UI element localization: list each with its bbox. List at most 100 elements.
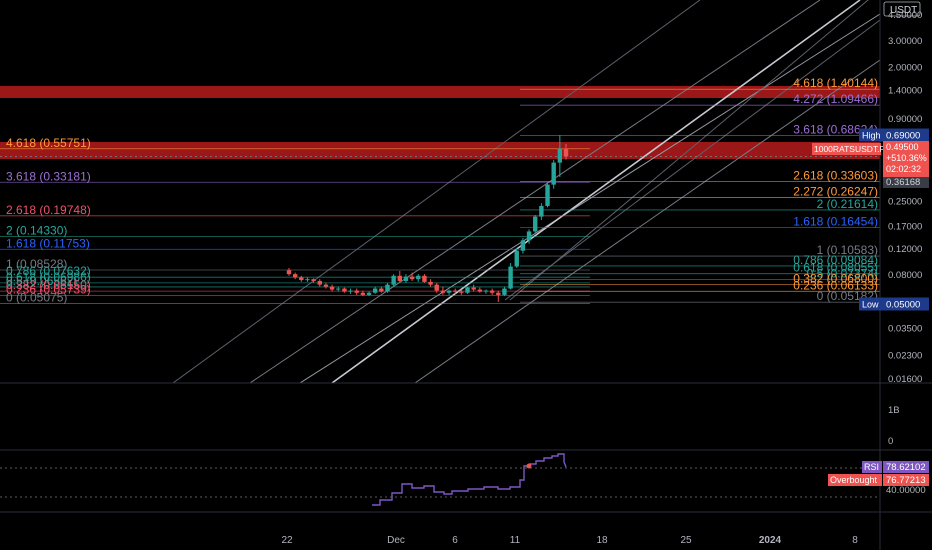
time-label: 6	[452, 535, 458, 546]
fib-right-label: 1 (0.10583)	[817, 243, 878, 257]
fib-left-label: 2 (0.14330)	[6, 224, 67, 238]
candle-body	[348, 290, 353, 292]
time-label: 22	[281, 535, 293, 546]
price-tick: 1.40000	[888, 85, 922, 96]
symbol-change: +510.36%	[886, 153, 927, 163]
volume-tick: 0	[888, 436, 893, 447]
low-tag-value-bg	[883, 297, 929, 311]
fib-left-label: 0.786 (0.07632)	[6, 264, 91, 278]
fib-right-label: 3.618 (0.68624)	[793, 122, 878, 136]
rsi-value-bg	[883, 461, 929, 473]
fib-left-label: 1.618 (0.11753)	[6, 236, 90, 250]
price-tick: 3.00000	[888, 36, 922, 47]
candle-body	[514, 250, 519, 267]
candle-body	[397, 275, 402, 281]
low-tag-value: 0.05000	[886, 300, 920, 311]
parallel-channel-lines	[172, 0, 881, 384]
fib-right-label: 2.272 (0.26247)	[793, 184, 878, 198]
fib-right-label: 0.618 (0.08055)	[793, 261, 878, 275]
candle-body	[323, 284, 329, 287]
fib-left-label: 0.236 (0.05739)	[6, 283, 91, 297]
candle-body	[360, 292, 366, 295]
price-tick: 0.90000	[888, 114, 922, 125]
overbought-label: Overbought	[830, 475, 878, 485]
rsi-label-bg	[862, 461, 882, 473]
fib-right-label: 1.618 (0.16454)	[793, 215, 878, 229]
time-axis: 22 Dec 6 11 18 25 2024 8	[281, 535, 858, 546]
candle-body	[317, 280, 322, 285]
candle-body	[465, 287, 470, 293]
candle-body	[372, 288, 378, 293]
candle-body	[526, 231, 532, 241]
candle-body	[416, 275, 421, 280]
fib-left-label: 0 (0.05075)	[6, 291, 67, 305]
candle-body	[342, 288, 347, 292]
fib-right-label: 2 (0.21614)	[817, 197, 878, 211]
candle-body	[299, 277, 304, 281]
candle-body	[483, 290, 489, 292]
time-label: Dec	[387, 535, 405, 546]
fib-left-label: 2.618 (0.19748)	[6, 203, 91, 217]
candle-body	[471, 287, 476, 290]
fib-band-1	[0, 86, 880, 98]
rsi-dot	[526, 463, 532, 469]
prev-tag-value: 0.36168	[886, 177, 920, 188]
rsi-tick: 40.00000	[886, 485, 926, 496]
price-tick: 4.50000	[888, 10, 922, 21]
fib-band-0	[0, 142, 880, 159]
fib-right-label: 0.236 (0.06133)	[793, 278, 878, 292]
rsi-line	[372, 453, 567, 506]
fib-left-label: 0.618 (0.06986)	[6, 270, 91, 284]
channel-line	[509, 0, 869, 301]
overbought-label-bg	[828, 474, 882, 486]
channel-line	[414, 59, 881, 384]
price-tags: High 0.69000 Low 0.05000 0.36168 1000RATSUSDT…	[812, 128, 929, 486]
symbol-countdown: 02:02:32	[886, 164, 921, 174]
candle-body	[489, 290, 495, 293]
fib-left-label: 0.5 (0.06562)	[6, 274, 77, 288]
candle-body	[520, 240, 526, 251]
candle-body	[477, 289, 483, 292]
time-label: 18	[596, 535, 608, 546]
currency-box	[883, 1, 921, 17]
time-label: 11	[510, 535, 521, 546]
price-tick: 0.08000	[888, 270, 922, 281]
candle-body	[551, 162, 556, 185]
channel-line	[249, 0, 821, 384]
high-tag-label-bg	[859, 128, 883, 142]
fib-left-label: 0.382 (0.06150)	[6, 278, 91, 292]
candle-body	[533, 216, 538, 232]
candle-body	[379, 288, 384, 292]
candle-body	[434, 284, 439, 291]
price-tick: 0.01600	[888, 374, 922, 385]
candle-body	[459, 291, 464, 293]
candle-body	[502, 288, 507, 295]
fib-left-label: 4.618 (0.55751)	[6, 136, 91, 150]
prev-tag-value-bg	[883, 175, 929, 188]
rsi-value: 78.62102	[886, 462, 926, 473]
low-tag-label: Low	[862, 300, 879, 310]
candle-body	[440, 290, 446, 293]
candle-body	[428, 281, 433, 285]
candle-body	[539, 205, 544, 217]
price-tick: 0.12000	[888, 244, 922, 255]
overbought-value: 76.77213	[886, 475, 926, 486]
candle-body	[545, 184, 550, 206]
candles	[286, 135, 569, 302]
candle-body	[354, 290, 359, 293]
price-tick: 0.17000	[888, 221, 922, 232]
fib-right-label: 0.786 (0.09084)	[793, 253, 878, 267]
symbol-value-bg	[883, 141, 929, 177]
candle-body	[409, 276, 415, 280]
rsi-label: RSI	[864, 462, 879, 472]
price-tick: 0.03500	[888, 324, 922, 335]
candle-body	[557, 148, 563, 163]
volume-tick: 1B	[888, 405, 900, 416]
price-tick: 0.02300	[888, 351, 922, 362]
fib-right-label: 0.5 (0.07374)	[807, 266, 878, 280]
channel-line	[172, 0, 701, 384]
candle-body	[385, 284, 390, 292]
